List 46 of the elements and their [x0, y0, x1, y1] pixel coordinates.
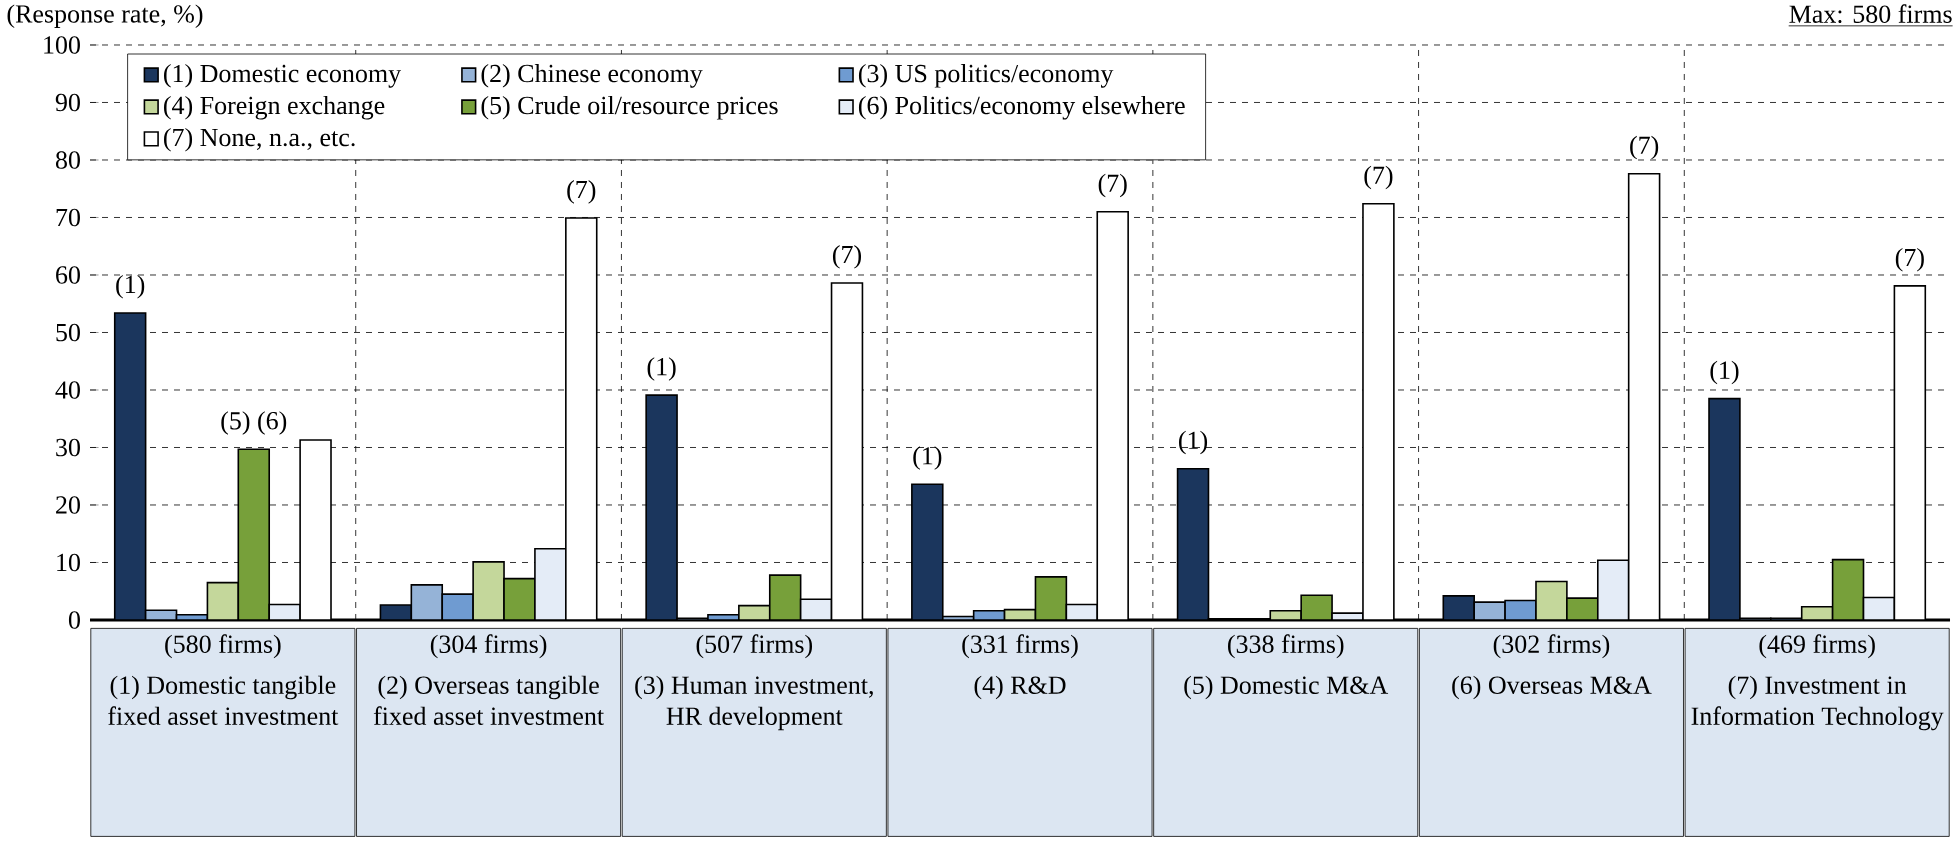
- annotation: (1): [1179, 430, 1208, 455]
- annotation: (1): [1710, 360, 1739, 385]
- legend-label: (7) None, n.a., etc.: [164, 127, 355, 152]
- text: (331 firms): [962, 634, 1078, 659]
- text: (580 firms): [165, 634, 281, 659]
- x-tick-label: (3) Human investment, HR development: [635, 675, 873, 731]
- annotation: (1): [116, 274, 145, 299]
- text: (469 firms): [1759, 634, 1875, 659]
- legend-label: (6) Politics/economy elsewhere: [858, 95, 1185, 120]
- y-tick-label: 0: [68, 611, 80, 629]
- y-tick-label: 20: [56, 496, 80, 514]
- y-axis-title: (Response rate, %): [7, 4, 203, 28]
- text: (338 firms): [1228, 634, 1344, 659]
- legend-label: (5) Crude oil/resource prices: [481, 95, 778, 120]
- x-tick-label: (6) Overseas M&A: [1452, 675, 1652, 700]
- y-tick-label: 100: [44, 36, 80, 54]
- legend-label: (1) Domestic economy: [164, 64, 402, 88]
- legend-label: (2) Chinese economy: [481, 64, 703, 88]
- legend-label: (3) US politics/economy: [858, 64, 1114, 88]
- annotation: (7): [1630, 135, 1659, 160]
- y-tick-label: 30: [56, 438, 80, 457]
- y-tick-label: 50: [56, 323, 80, 342]
- annotation: (7): [1364, 165, 1393, 190]
- annotation: (1): [647, 357, 676, 381]
- legend-label: (4) Foreign exchange: [164, 95, 385, 120]
- y-tick-label: 70: [56, 208, 80, 227]
- annotation: (7): [832, 245, 862, 269]
- annotation: (7): [567, 180, 596, 204]
- x-tick-label: (7) Investment in Information Technology: [1691, 675, 1944, 731]
- y-tick-label: 80: [55, 151, 80, 169]
- annotation: (7): [1895, 247, 1924, 272]
- text: (507 firms): [696, 634, 813, 659]
- x-tick-label: (4) R&D: [974, 675, 1066, 700]
- x-tick-label: (5) Domestic M&A: [1184, 675, 1389, 700]
- text: (304 firms): [430, 634, 547, 659]
- y-tick-label: 60: [56, 266, 80, 284]
- y-tick-label: 10: [57, 553, 80, 572]
- y-tick-label: 90: [55, 93, 80, 112]
- annotation: (1): [913, 446, 942, 470]
- x-tick-label: (1) Domestic tangible fixed asset investment: [108, 675, 339, 725]
- annotation: (7): [1098, 173, 1127, 198]
- x-tick-label: (2) Overseas tangible fixed asset investment: [373, 675, 604, 725]
- text: Max: 580 firms: [1789, 4, 1952, 24]
- annotation: (5) (6): [221, 411, 287, 435]
- text: (302 firms): [1493, 634, 1610, 659]
- y-tick-label: 40: [55, 381, 80, 399]
